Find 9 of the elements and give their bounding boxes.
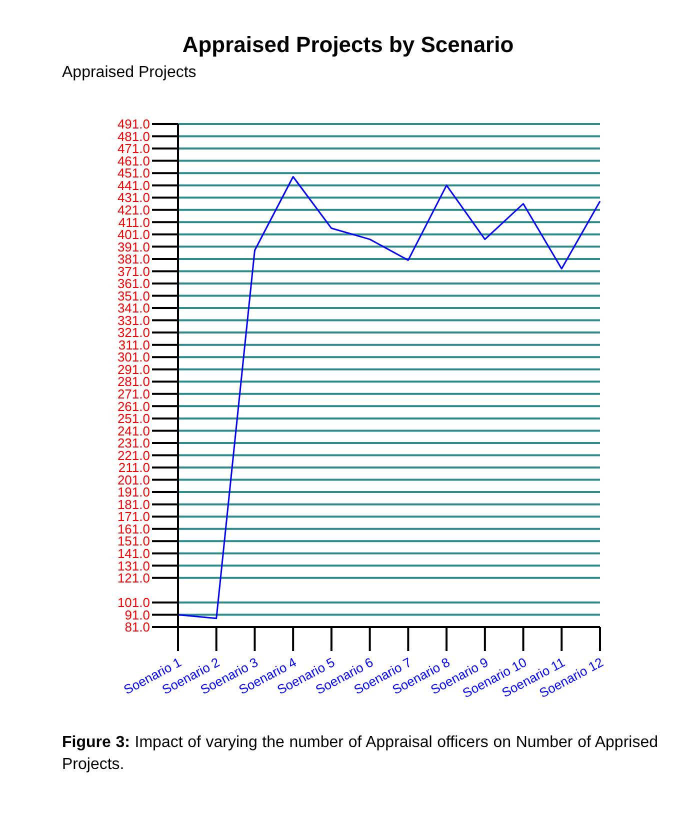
y-tick-label: 121.0 [117,570,150,586]
line-series [177,176,601,620]
y-tick-label: 151.0 [117,534,150,549]
y-tick-label: 411.0 [118,214,150,230]
y-axis-title: Appraised Projects [62,64,198,83]
y-tick-label: 81.0 [124,620,150,635]
chart-title: Appraised Projects by Scenario [181,31,515,58]
y-tick-label: 281.0 [117,374,150,390]
caption: Figure 3: Impact of varying the number of Appraisal officers on Number of Apprised Projects. [62,734,658,773]
